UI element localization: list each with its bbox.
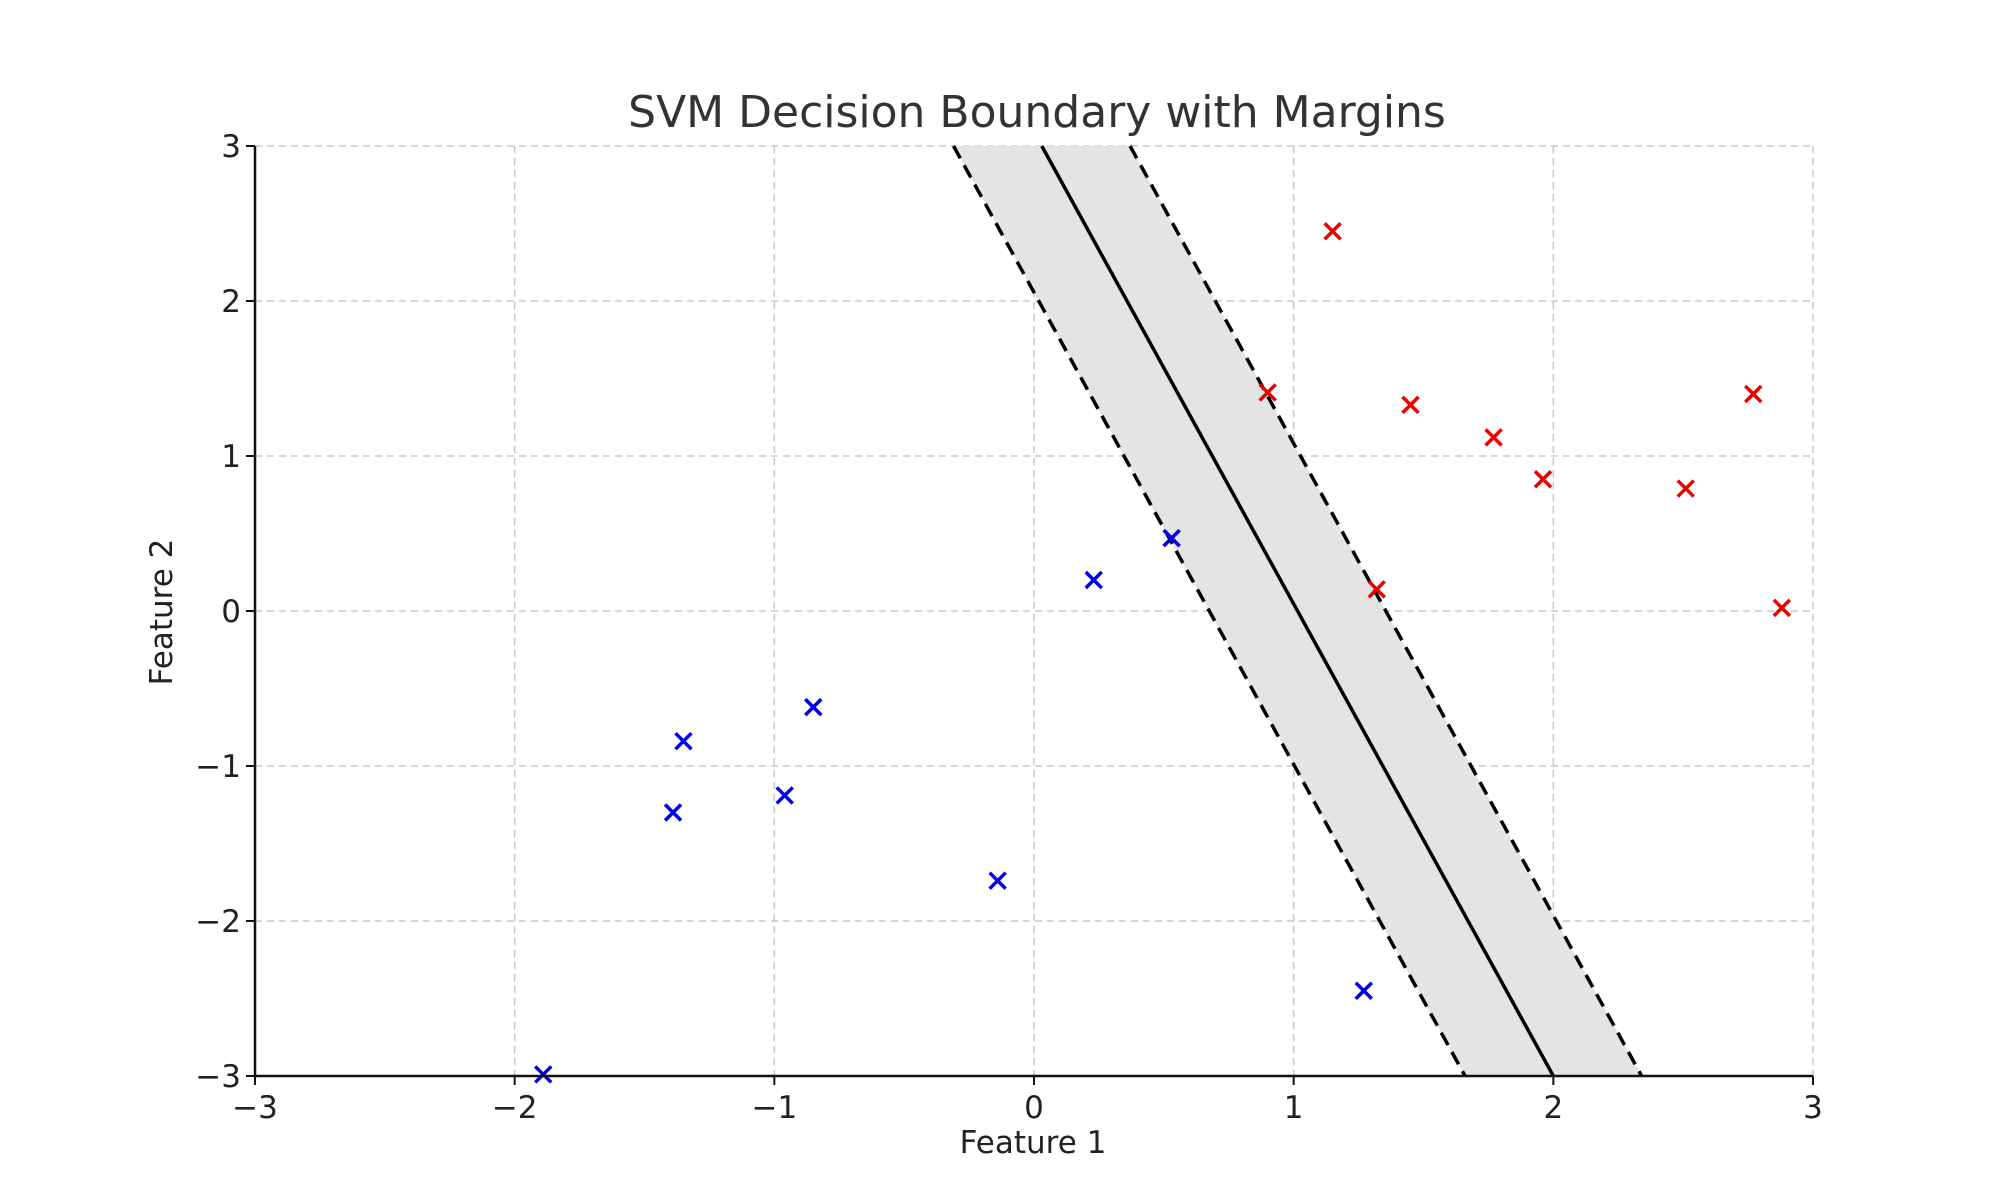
y-tick-label: 1	[221, 439, 241, 475]
scatter-point	[1354, 981, 1374, 1000]
x-tick-label: −1	[751, 1090, 797, 1126]
x-tick-label: 3	[1803, 1090, 1823, 1126]
margin-line-1	[951, 145, 1467, 1077]
tick-labels-layer: −3 −2 −1 0 1 2 3 −3 −2 −1 0 1 2 3	[195, 129, 1823, 1126]
scatter-point	[1323, 222, 1342, 241]
decision-boundary-line	[1040, 145, 1555, 1077]
scatter-point	[1676, 479, 1696, 498]
margin-line-2	[1128, 145, 1644, 1077]
scatter-point	[1401, 395, 1420, 415]
scatter-point	[674, 731, 693, 751]
scatter-point	[1162, 528, 1181, 548]
x-tick-label: 0	[1024, 1090, 1044, 1126]
scatter-point	[1258, 383, 1277, 402]
y-tick-label: −3	[195, 1059, 241, 1095]
scatter-point	[988, 871, 1007, 890]
scatter-point	[775, 786, 794, 805]
x-axis-label: Feature 1	[960, 1125, 1107, 1161]
y-tick-label: 2	[221, 284, 241, 320]
scatter-point	[804, 697, 823, 717]
y-tick-label: −2	[195, 904, 241, 940]
y-tick-label: 0	[221, 594, 241, 630]
scatter-point	[1772, 598, 1792, 618]
scatter-point	[1744, 384, 1763, 404]
scatter-point	[1084, 570, 1103, 590]
y-tick-label: −1	[195, 749, 241, 785]
axes-layer	[246, 145, 1814, 1085]
scatter-point	[1533, 470, 1553, 489]
x-tick-label: 1	[1284, 1090, 1304, 1126]
chart-title: SVM Decision Boundary with Margins	[628, 87, 1446, 138]
x-tick-label: 2	[1543, 1090, 1563, 1126]
scatter-point	[533, 1065, 553, 1084]
y-axis-label: Feature 2	[144, 539, 180, 686]
scatter-point	[663, 803, 683, 822]
x-tick-label: −2	[492, 1090, 538, 1126]
data-points-layer	[533, 222, 1792, 1084]
scatter-point	[1484, 428, 1503, 447]
y-tick-label: 3	[221, 129, 241, 165]
boundary-lines-layer	[951, 145, 1644, 1077]
scatter-point	[1367, 580, 1386, 599]
x-tick-label: −3	[232, 1090, 278, 1126]
